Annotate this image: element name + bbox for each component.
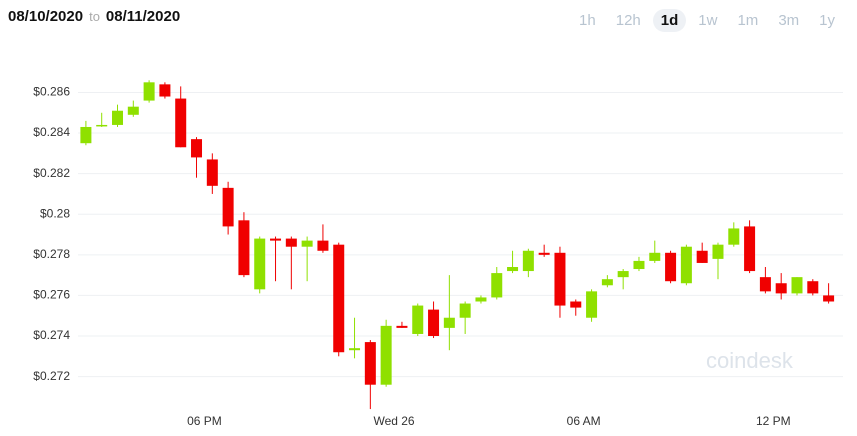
x-tick-label: 06 PM — [187, 414, 222, 428]
start-date: 08/10/2020 — [8, 8, 84, 25]
y-tick-label: $0.278 — [33, 247, 70, 261]
candle-body — [285, 238, 297, 247]
candle-body — [807, 281, 819, 294]
candle-body — [380, 325, 392, 385]
candle-body — [127, 106, 139, 115]
candle-body — [412, 305, 424, 334]
candle-body — [507, 267, 519, 272]
candle-body — [522, 250, 534, 272]
candle-body — [570, 301, 582, 308]
range-button[interactable]: 1m — [737, 12, 759, 29]
candle-body — [744, 226, 756, 272]
date-separator: to — [89, 9, 100, 24]
candle-body — [349, 348, 361, 351]
y-tick-label: $0.286 — [33, 85, 70, 99]
candle-body — [586, 291, 598, 318]
candle-body — [823, 295, 835, 302]
candle-body — [396, 325, 408, 328]
candle-body — [538, 252, 550, 255]
candle-body — [301, 240, 313, 247]
candle-body — [191, 139, 203, 158]
candle-body — [459, 303, 471, 318]
candle-body — [112, 110, 124, 125]
range-button[interactable]: 1d — [652, 9, 687, 32]
candle-body — [222, 187, 234, 227]
range-button[interactable]: 1w — [698, 12, 718, 29]
candle-body — [443, 317, 455, 328]
y-tick-label: $0.282 — [33, 166, 70, 180]
candle-body — [175, 98, 187, 148]
candle-body — [317, 240, 329, 251]
candle-body — [159, 84, 171, 97]
candle-body — [143, 82, 155, 101]
candle-body — [238, 220, 250, 276]
candle-body — [491, 273, 503, 298]
range-selector: 1h 12h 1d 1w 1m 3m 1y — [571, 9, 843, 32]
x-tick-label: Wed 26 — [373, 414, 414, 428]
candle-body — [665, 252, 677, 282]
candle-body — [617, 271, 629, 278]
range-button[interactable]: 1h — [579, 12, 596, 29]
candle-body — [696, 250, 708, 263]
candle-body — [649, 252, 661, 261]
candle-body — [206, 159, 218, 186]
candle-body — [633, 260, 645, 270]
candle-body — [475, 297, 487, 302]
y-tick-label: $0.284 — [33, 125, 70, 139]
candle-body — [428, 309, 440, 336]
candle-body — [80, 126, 92, 144]
candle-body — [554, 252, 566, 306]
end-date: 08/11/2020 — [105, 8, 181, 25]
x-tick-label: 12 PM — [756, 414, 791, 428]
watermark: coindesk — [706, 348, 794, 373]
candle-body — [254, 238, 266, 290]
candle-body — [364, 342, 376, 385]
date-range: 08/10/2020 to 08/11/2020 — [8, 8, 180, 25]
y-tick-label: $0.28 — [40, 206, 70, 220]
range-button[interactable]: 1y — [819, 12, 835, 29]
y-tick-label: $0.276 — [33, 288, 70, 302]
candle-body — [270, 238, 282, 241]
range-button[interactable]: 12h — [615, 12, 641, 29]
candle-body — [728, 228, 740, 245]
candle-body — [601, 279, 613, 286]
y-tick-label: $0.274 — [33, 328, 70, 342]
candle-body — [759, 277, 771, 292]
y-tick-label: $0.272 — [33, 369, 70, 383]
candle-body — [791, 277, 803, 294]
candle-body — [333, 244, 345, 353]
range-button[interactable]: 3m — [778, 12, 800, 29]
candle-body — [96, 124, 108, 127]
candle-body — [712, 244, 724, 259]
candle-body — [680, 246, 692, 284]
candle-body — [775, 283, 787, 294]
x-tick-label: 06 AM — [567, 414, 601, 428]
